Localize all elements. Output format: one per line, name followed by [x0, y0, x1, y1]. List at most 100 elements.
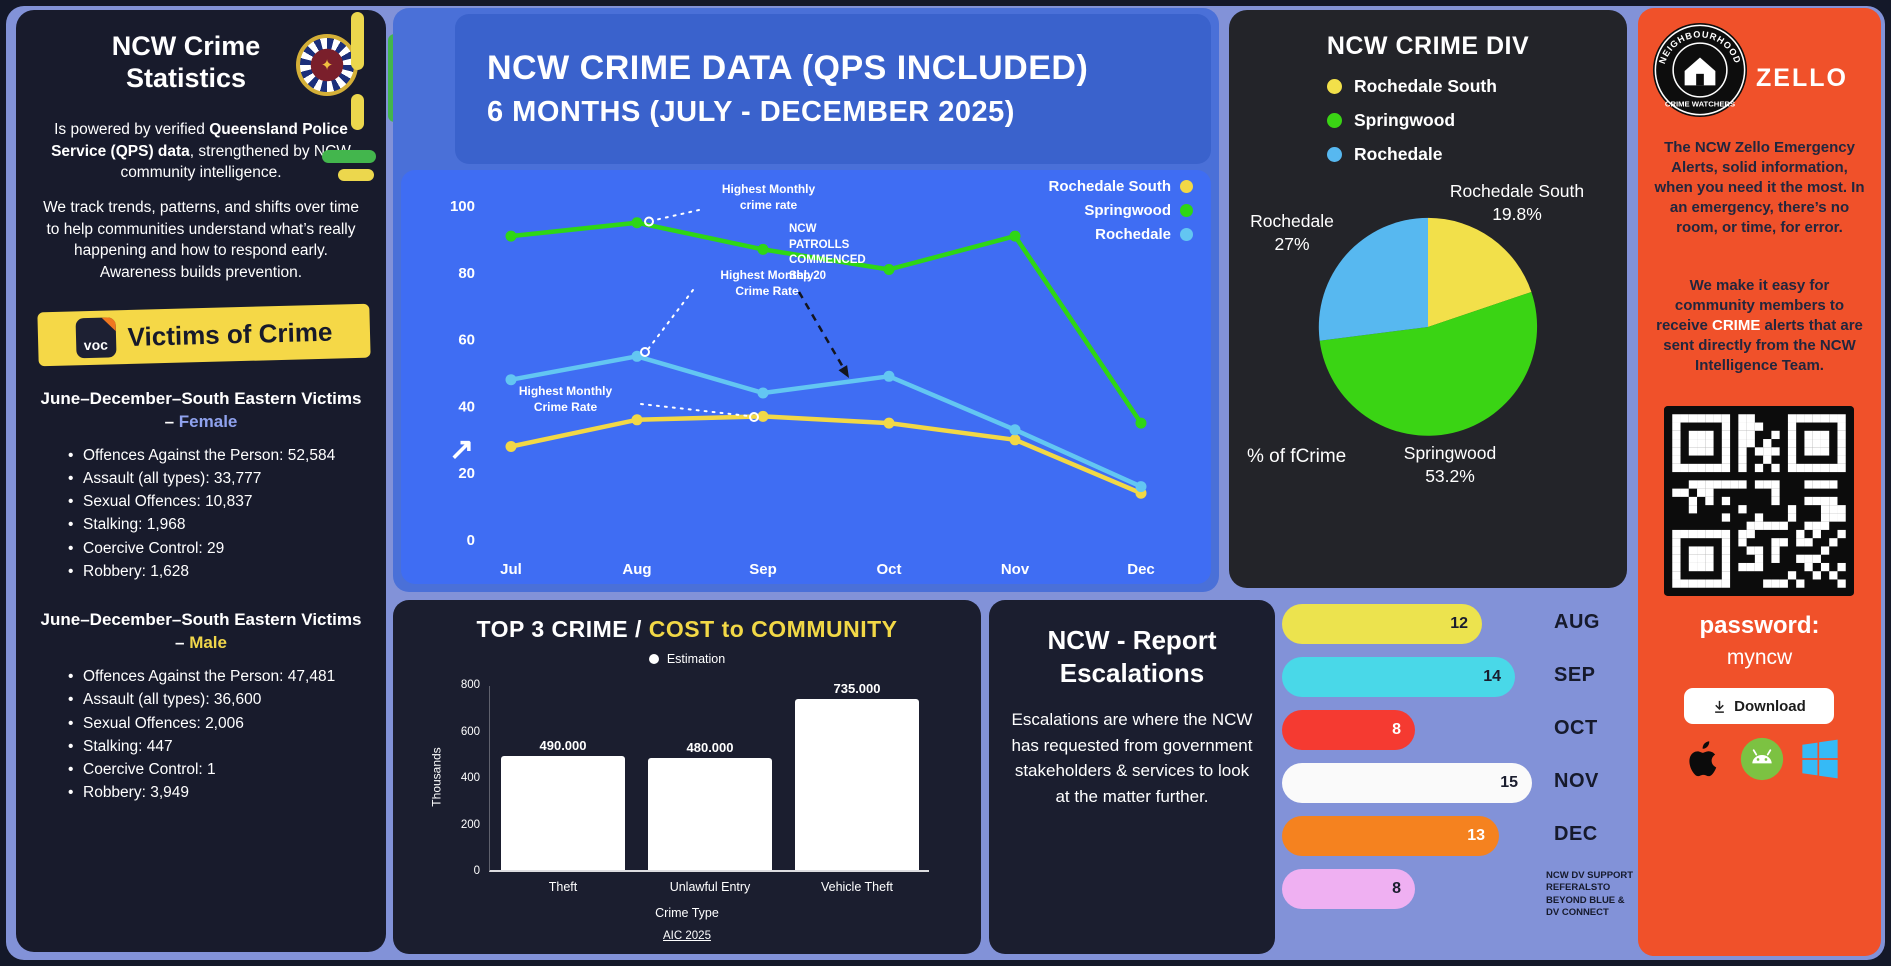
female-victims-list: Offences Against the Person: 52,584Assau…	[38, 444, 364, 584]
crime-statistics-panel: NCW Crime Statistics Is powered by verif…	[16, 10, 386, 952]
escalation-bar: 12	[1282, 604, 1482, 644]
legend-label: Rochedale	[1354, 144, 1443, 164]
download-label: Download	[1734, 697, 1806, 715]
bar-value: 14	[1483, 668, 1501, 685]
intro-paragraph-1: Is powered by verified Queensland Police…	[38, 119, 364, 184]
female-victims-heading: June–December–South Eastern Victims – Fe…	[38, 388, 364, 434]
bar-chart-plot: 0 200 400 600 800 490.000 Theft 480.000 Unlawful…	[461, 679, 929, 894]
bar-value-label: 490.000	[539, 738, 587, 753]
annotation-rochedale-peak: Highest Monthly Crime Rate	[720, 268, 814, 298]
escalation-row: 8 NCW DV SUPPORT REFERALSTO BEYOND BLUE &…	[1282, 869, 1642, 918]
intro-text: , strengthened by NCW community intellig…	[120, 142, 351, 182]
house-icon	[1684, 57, 1716, 86]
svg-text:Oct: Oct	[876, 561, 901, 578]
victims-of-crime-banner: voc Victims of Crime	[37, 303, 371, 367]
legend-item-rochedale-south: Rochedale South	[1327, 76, 1497, 97]
legend-item-rochedale-south: Rochedale South	[1048, 178, 1193, 195]
bar-theft	[501, 756, 625, 870]
legend-dot	[1180, 180, 1193, 193]
title-yellow: COST to COMMUNITY	[648, 616, 898, 642]
svg-text:20: 20	[458, 465, 475, 482]
intro-bold-text: Queensland Police Service (QPS) data	[51, 121, 348, 160]
list-item: Stalking: 447	[68, 735, 364, 759]
bar-value-label: 480.000	[686, 740, 734, 755]
decorative-dash	[322, 150, 376, 163]
main-header: NCW CRIME DATA (QPS INCLUDED) 6 MONTHS (…	[455, 14, 1211, 164]
android-icon	[1740, 737, 1783, 781]
escalation-bar: 14	[1282, 657, 1515, 697]
dv-support-note: NCW DV SUPPORT REFERALSTO BEYOND BLUE & …	[1546, 870, 1634, 919]
slice-label: Springwood	[1403, 443, 1497, 463]
legend-dot	[1180, 204, 1193, 217]
svg-text:Dec: Dec	[1127, 561, 1155, 578]
zello-paragraph-2: We make it easy for community members to…	[1652, 276, 1867, 376]
slice-percent: 53.2%	[1425, 465, 1475, 486]
svg-text:0: 0	[467, 532, 475, 549]
monthly-crime-line-chart-panel: 0 20 40 60 80 100 Jul Aug Sep Oct Nov Dec Rochedale…	[401, 170, 1211, 584]
svg-text:40: 40	[458, 398, 475, 415]
y-tick-label: 600	[460, 726, 480, 738]
zello-logo: ZELLO	[1756, 64, 1848, 92]
legend-dot	[1327, 79, 1342, 94]
bar-value: 8	[1392, 880, 1401, 897]
month-label: OCT	[1554, 717, 1598, 739]
legend-label: Springwood	[1084, 202, 1171, 219]
list-item: Offences Against the Person: 47,481	[68, 665, 364, 689]
svg-text:Nov: Nov	[1001, 561, 1030, 578]
legend-label: Rochedale South	[1048, 178, 1171, 195]
svg-text:60: 60	[458, 332, 475, 349]
bar-chart-legend: Estimation	[393, 652, 981, 666]
legend-dot	[1180, 228, 1193, 241]
list-item: Robbery: 1,628	[68, 560, 364, 584]
escalation-row: 14 SEP	[1282, 657, 1642, 697]
escalations-body: Escalations are where the NCW has reques…	[1011, 710, 1253, 806]
male-victims-heading: June–December–South Eastern Victims – Ma…	[38, 609, 364, 655]
intro-text: Is powered by verified	[54, 121, 210, 138]
female-highlight: Female	[178, 411, 238, 431]
legend-item-rochedale: Rochedale	[1095, 226, 1193, 243]
line-chart-legend: Rochedale South Springwood Rochedale	[1048, 178, 1193, 243]
escalation-row: 12 AUG	[1282, 604, 1642, 644]
y-tick-label: 0	[473, 865, 480, 877]
cost-to-community-panel: TOP 3 CRIME / COST to COMMUNITY Estimati…	[393, 600, 981, 954]
escalation-row: 8 OCT	[1282, 710, 1642, 750]
trend-arrow-icon: ↗	[449, 433, 475, 466]
escalation-row: 15 NOV	[1282, 763, 1642, 803]
slice-label: Rochedale South	[1449, 181, 1585, 201]
svg-text:100: 100	[450, 198, 475, 215]
male-victims-list: Offences Against the Person: 47,481Assau…	[38, 665, 364, 805]
password-value: myncw	[1726, 646, 1793, 669]
pie-label-rochedale: Rochedale 27%	[1233, 210, 1351, 256]
bar-value: 8	[1392, 721, 1401, 738]
y-tick-label: 400	[460, 772, 480, 784]
source-link[interactable]: AIC 2025	[663, 930, 711, 942]
paragraph-text: alerts that are sent directly from the N…	[1663, 317, 1863, 375]
header-title: NCW CRIME DATA (QPS INCLUDED)	[487, 49, 1089, 87]
download-button[interactable]: Download	[1684, 688, 1834, 724]
badge-bottom-text: CRIME WATCHERS	[1665, 99, 1735, 108]
x-axis-label: Crime Type	[655, 906, 719, 920]
bar-unlawful-entry	[648, 758, 772, 870]
crime-division-panel: NCW CRIME DIV Rochedale South Springwood…	[1229, 10, 1627, 588]
page-title: NCW Crime Statistics	[111, 31, 261, 94]
zello-alerts-panel: NEIGHBOURHOOD CRIME WATCHERS ZELLO The N…	[1638, 8, 1881, 956]
legend-item-springwood: Springwood	[1327, 110, 1497, 131]
ncw-crime-watchers-badge: NEIGHBOURHOOD CRIME WATCHERS	[1652, 22, 1748, 118]
month-label: NOV	[1554, 770, 1599, 792]
escalation-bar: 8	[1282, 710, 1415, 750]
y-tick-label: 800	[460, 679, 480, 691]
escalation-bar: 13	[1282, 816, 1499, 856]
legend-label: Rochedale	[1095, 226, 1171, 243]
annotation-rochedale-south-peak: Highest Monthly Crime Rate	[518, 384, 613, 414]
bar-chart-title: TOP 3 CRIME / COST to COMMUNITY	[393, 616, 981, 643]
decorative-dash	[351, 12, 364, 70]
svg-text:Jul: Jul	[500, 561, 522, 578]
bar-category-label: Vehicle Theft	[820, 880, 894, 894]
bar-value: 15	[1500, 774, 1518, 791]
pie-legend: Rochedale South Springwood Rochedale	[1327, 76, 1497, 165]
qps-badge-logo	[296, 34, 358, 96]
zello-paragraph-1: The NCW Zello Emergency Alerts, solid in…	[1654, 139, 1865, 237]
heading-text: June–December–South Eastern Victims –	[40, 610, 362, 653]
bar-value: 12	[1450, 615, 1468, 632]
